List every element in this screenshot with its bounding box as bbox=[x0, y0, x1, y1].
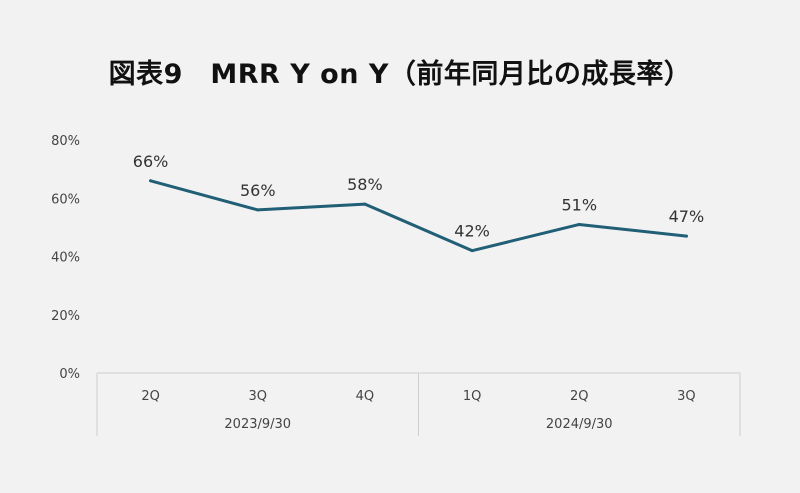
x-tick-label: 2Q bbox=[570, 389, 589, 404]
group-label: 2024/9/30 bbox=[546, 417, 613, 432]
data-point bbox=[256, 208, 260, 212]
data-point bbox=[363, 202, 367, 206]
data-label: 58% bbox=[347, 175, 383, 194]
data-point bbox=[149, 179, 153, 183]
group-label: 2023/9/30 bbox=[224, 417, 291, 432]
data-label: 66% bbox=[133, 152, 169, 171]
data-label: 42% bbox=[454, 222, 490, 241]
y-tick-label: 60% bbox=[51, 192, 80, 207]
x-tick-label: 3Q bbox=[677, 389, 696, 404]
y-tick-label: 0% bbox=[59, 367, 80, 382]
chart-title: 図表9 MRR Y on Y（前年同月比の成長率） bbox=[108, 59, 692, 90]
x-tick-label: 2Q bbox=[141, 389, 160, 404]
data-label: 51% bbox=[561, 195, 597, 214]
data-point bbox=[470, 249, 474, 253]
x-tick-label: 1Q bbox=[463, 389, 482, 404]
data-point bbox=[577, 222, 581, 226]
data-label: 47% bbox=[669, 207, 705, 226]
x-tick-label: 3Q bbox=[248, 389, 267, 404]
data-point bbox=[684, 234, 688, 238]
y-tick-label: 40% bbox=[51, 251, 80, 266]
series-line bbox=[149, 179, 688, 253]
y-tick-label: 80% bbox=[51, 134, 80, 149]
y-tick-label: 20% bbox=[51, 309, 80, 324]
x-tick-label: 4Q bbox=[356, 389, 375, 404]
data-label: 56% bbox=[240, 181, 276, 200]
